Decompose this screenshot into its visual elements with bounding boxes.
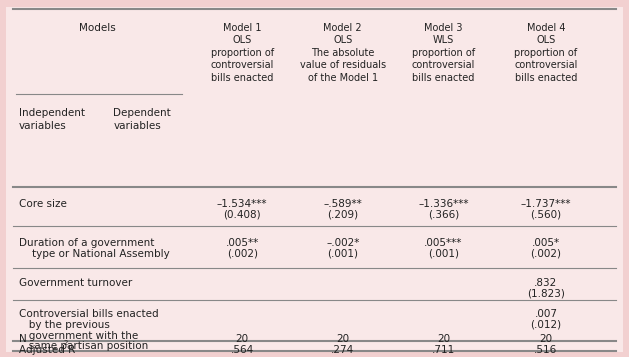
Text: –1.534***: –1.534*** <box>217 199 267 209</box>
Text: (0.408): (0.408) <box>223 210 261 220</box>
Text: .007: .007 <box>535 309 557 319</box>
Text: 20: 20 <box>540 334 552 344</box>
Text: (.001): (.001) <box>327 249 359 259</box>
Text: –.589**: –.589** <box>323 199 362 209</box>
Text: .564: .564 <box>231 345 253 355</box>
Text: N: N <box>19 334 26 344</box>
Text: .274: .274 <box>331 345 354 355</box>
Text: .832: .832 <box>535 278 557 288</box>
Text: Core size: Core size <box>19 199 67 209</box>
Text: –.002*: –.002* <box>326 238 360 248</box>
Text: .516: .516 <box>535 345 557 355</box>
Text: (.209): (.209) <box>327 210 359 220</box>
Text: government with the: government with the <box>19 331 138 341</box>
Text: (.001): (.001) <box>428 249 459 259</box>
Text: Dependent
variables: Dependent variables <box>113 109 171 131</box>
Text: –1.737***: –1.737*** <box>521 199 571 209</box>
Text: .005*: .005* <box>532 238 560 248</box>
Text: 20: 20 <box>236 334 248 344</box>
Text: Controversial bills enacted: Controversial bills enacted <box>19 309 159 319</box>
Text: Duration of a government: Duration of a government <box>19 238 154 248</box>
Text: Independent
variables: Independent variables <box>19 109 85 131</box>
Text: (.002): (.002) <box>226 249 258 259</box>
Text: (.012): (.012) <box>530 320 562 330</box>
Text: (.002): (.002) <box>530 249 562 259</box>
Text: by the previous: by the previous <box>19 320 109 330</box>
Text: Adjusted R: Adjusted R <box>19 345 75 355</box>
Text: Models: Models <box>79 23 116 33</box>
Text: 2: 2 <box>64 340 68 346</box>
Text: (.560): (.560) <box>530 210 562 220</box>
Text: Model 1
OLS
proportion of
controversial
bills enacted: Model 1 OLS proportion of controversial … <box>211 23 274 83</box>
Text: Government turnover: Government turnover <box>19 278 132 288</box>
Text: (1.823): (1.823) <box>527 288 565 298</box>
Text: same partisan position: same partisan position <box>19 341 148 351</box>
Text: type or National Assembly: type or National Assembly <box>19 249 170 259</box>
Text: .005***: .005*** <box>424 238 463 248</box>
Text: (.366): (.366) <box>428 210 459 220</box>
Text: Model 4
OLS
proportion of
controversial
bills enacted: Model 4 OLS proportion of controversial … <box>515 23 577 83</box>
Text: –1.336***: –1.336*** <box>418 199 469 209</box>
Text: Model 3
WLS
proportion of
controversial
bills enacted: Model 3 WLS proportion of controversial … <box>412 23 475 83</box>
Text: 20: 20 <box>437 334 450 344</box>
Text: 20: 20 <box>337 334 349 344</box>
FancyBboxPatch shape <box>6 7 623 352</box>
Text: .005**: .005** <box>226 238 259 248</box>
Text: Model 2
OLS
The absolute
value of residuals
of the Model 1: Model 2 OLS The absolute value of residu… <box>300 23 386 83</box>
Text: .711: .711 <box>432 345 455 355</box>
